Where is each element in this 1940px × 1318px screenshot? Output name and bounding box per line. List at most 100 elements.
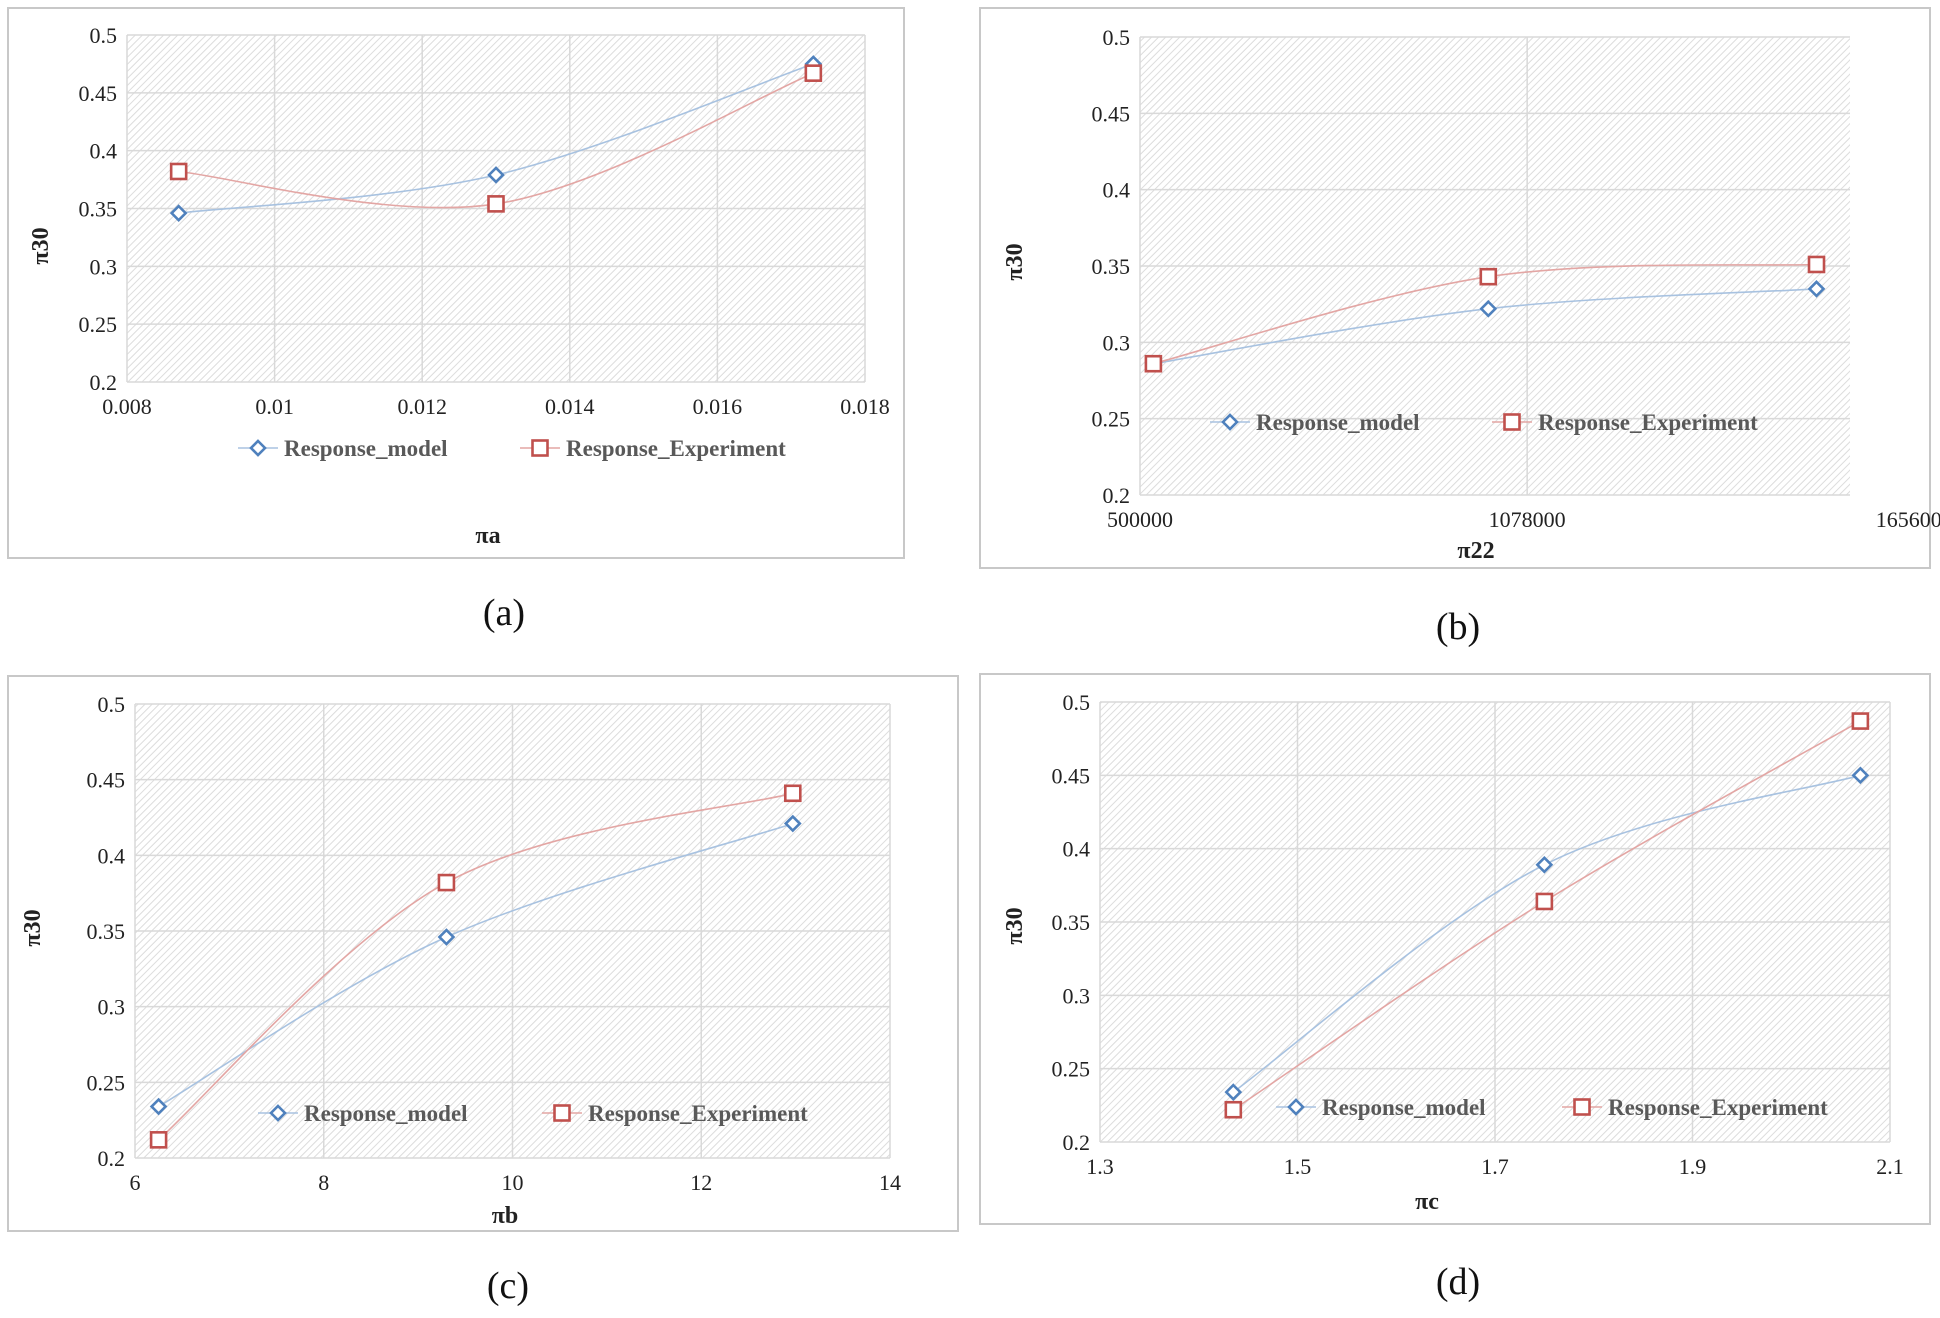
chart-panel-b: 0.2 0.25 0.3 0.35 0.4 0.45 0.5 500000 1078000 165… <box>979 7 1940 648</box>
data-point-experiment <box>149 1131 168 1149</box>
x-tick-label: 1.9 <box>1679 1154 1707 1179</box>
y-tick-label: 0.4 <box>1063 837 1091 862</box>
y-tick-label: 0.4 <box>1103 178 1131 203</box>
y-tick-label: 0.35 <box>87 919 126 944</box>
data-point-model <box>1535 855 1554 874</box>
x-axis-label: πa <box>475 523 500 549</box>
y-tick-label: 0.45 <box>1052 763 1091 788</box>
y-tick-label: 0.25 <box>1052 1057 1091 1082</box>
legend-marker <box>531 439 549 457</box>
legend-label: Response_model <box>1322 1095 1486 1120</box>
y-tick-label: 0.45 <box>87 768 126 793</box>
legend-label: Response_model <box>1256 410 1420 435</box>
legend-marker <box>1287 1098 1305 1116</box>
legend-item: Response_model <box>1210 410 1420 435</box>
y-tick-label: 0.3 <box>1103 330 1131 355</box>
y-axis-label: π30 <box>20 909 46 946</box>
y-tick-label: 0.5 <box>1103 25 1131 50</box>
legend-marker <box>1573 1098 1591 1116</box>
legend-item: Response_Experiment <box>1562 1095 1828 1120</box>
y-tick-label: 0.25 <box>1092 407 1131 432</box>
legend-label: Response_Experiment <box>588 1101 808 1126</box>
x-tick-label: 12 <box>690 1170 712 1195</box>
x-tick-label: 1.3 <box>1086 1154 1114 1179</box>
legend-label: Response_Experiment <box>566 436 786 461</box>
data-point-model <box>1807 280 1826 298</box>
x-tick-label: 0.01 <box>255 394 294 419</box>
data-point-experiment <box>1851 712 1870 730</box>
x-tick-label: 10 <box>502 1170 524 1195</box>
x-tick-label: 1078000 <box>1489 507 1566 532</box>
data-point-experiment <box>169 162 188 181</box>
data-point-model <box>169 204 188 222</box>
data-point-model <box>1479 299 1498 318</box>
panel-caption: (d) <box>1436 1261 1480 1303</box>
data-point-experiment <box>487 195 505 213</box>
x-tick-label: 1.7 <box>1481 1154 1509 1179</box>
data-point-experiment <box>1224 1100 1243 1119</box>
y-tick-label: 0.3 <box>1063 983 1091 1008</box>
legend-label: Response_Experiment <box>1608 1095 1828 1120</box>
x-tick-label: 1656000 <box>1876 507 1940 532</box>
legend-marker <box>1221 413 1239 431</box>
x-axis-label: π22 <box>1457 538 1494 564</box>
y-axis-label: π30 <box>1002 907 1028 944</box>
legend-item: Response_Experiment <box>520 436 786 461</box>
y-tick-label: 0.25 <box>87 1070 126 1095</box>
data-point-model <box>783 814 802 833</box>
y-tick-label: 0.35 <box>1052 910 1091 935</box>
x-tick-label: 6 <box>130 1170 141 1195</box>
y-axis-label: π30 <box>1002 243 1028 280</box>
y-tick-label: 0.25 <box>79 312 118 337</box>
legend-label: Response_Experiment <box>1538 410 1758 435</box>
data-point-experiment <box>1144 354 1163 373</box>
y-tick-label: 0.3 <box>90 254 118 279</box>
data-point-experiment <box>1535 892 1554 911</box>
y-tick-label: 0.45 <box>79 81 118 106</box>
data-point-model <box>149 1097 168 1116</box>
x-tick-label: 0.014 <box>545 394 595 419</box>
panel-caption: (c) <box>487 1265 529 1307</box>
y-tick-label: 0.2 <box>90 370 118 395</box>
data-point-model <box>487 166 505 184</box>
y-tick-label: 0.35 <box>79 197 118 222</box>
data-point-model <box>1224 1083 1243 1101</box>
x-tick-label: 8 <box>318 1170 329 1195</box>
chart-panel-c: 0.2 0.25 0.3 0.35 0.4 0.45 0.5 6 8 10 12 14 Response… <box>7 675 959 1307</box>
x-tick-label: 1.5 <box>1284 1154 1312 1179</box>
legend-item: Response_model <box>238 436 448 461</box>
legend-item: Response_model <box>258 1101 468 1126</box>
x-tick-label: 0.016 <box>693 394 743 419</box>
y-tick-label: 0.45 <box>1092 101 1131 126</box>
x-tick-label: 14 <box>879 1170 901 1195</box>
legend-item: Response_model <box>1276 1095 1486 1120</box>
x-tick-label: 500000 <box>1107 507 1173 532</box>
y-axis-label: π30 <box>28 227 54 264</box>
chart-panel-d: 0.2 0.25 0.3 0.35 0.4 0.45 0.5 1.3 1.5 1.7 1.9 2.1 R… <box>979 673 1931 1303</box>
legend-label: Response_model <box>284 436 448 461</box>
x-tick-label: 0.018 <box>840 394 890 419</box>
legend-marker <box>269 1104 287 1122</box>
data-point-experiment <box>804 64 823 82</box>
y-tick-label: 0.3 <box>98 995 126 1020</box>
x-tick-label: 2.1 <box>1876 1154 1904 1179</box>
data-point-experiment <box>783 784 802 803</box>
legend-item: Response_Experiment <box>1492 410 1758 435</box>
x-tick-label: 0.012 <box>397 394 447 419</box>
y-tick-label: 0.5 <box>1063 690 1091 715</box>
data-point-experiment <box>1479 267 1498 286</box>
x-axis-label: πc <box>1415 1189 1439 1215</box>
y-tick-label: 0.4 <box>90 139 118 164</box>
legend-item: Response_Experiment <box>542 1101 808 1126</box>
y-tick-label: 0.5 <box>98 692 126 717</box>
legend-marker <box>553 1104 571 1122</box>
legend-marker <box>249 439 267 457</box>
legend-label: Response_model <box>304 1101 468 1126</box>
x-tick-label: 0.008 <box>102 394 152 419</box>
y-tick-label: 0.2 <box>1063 1130 1091 1155</box>
panel-caption: (a) <box>483 592 525 634</box>
panel-caption: (b) <box>1436 606 1480 648</box>
legend-marker <box>1503 413 1521 431</box>
y-tick-label: 0.2 <box>98 1146 126 1171</box>
